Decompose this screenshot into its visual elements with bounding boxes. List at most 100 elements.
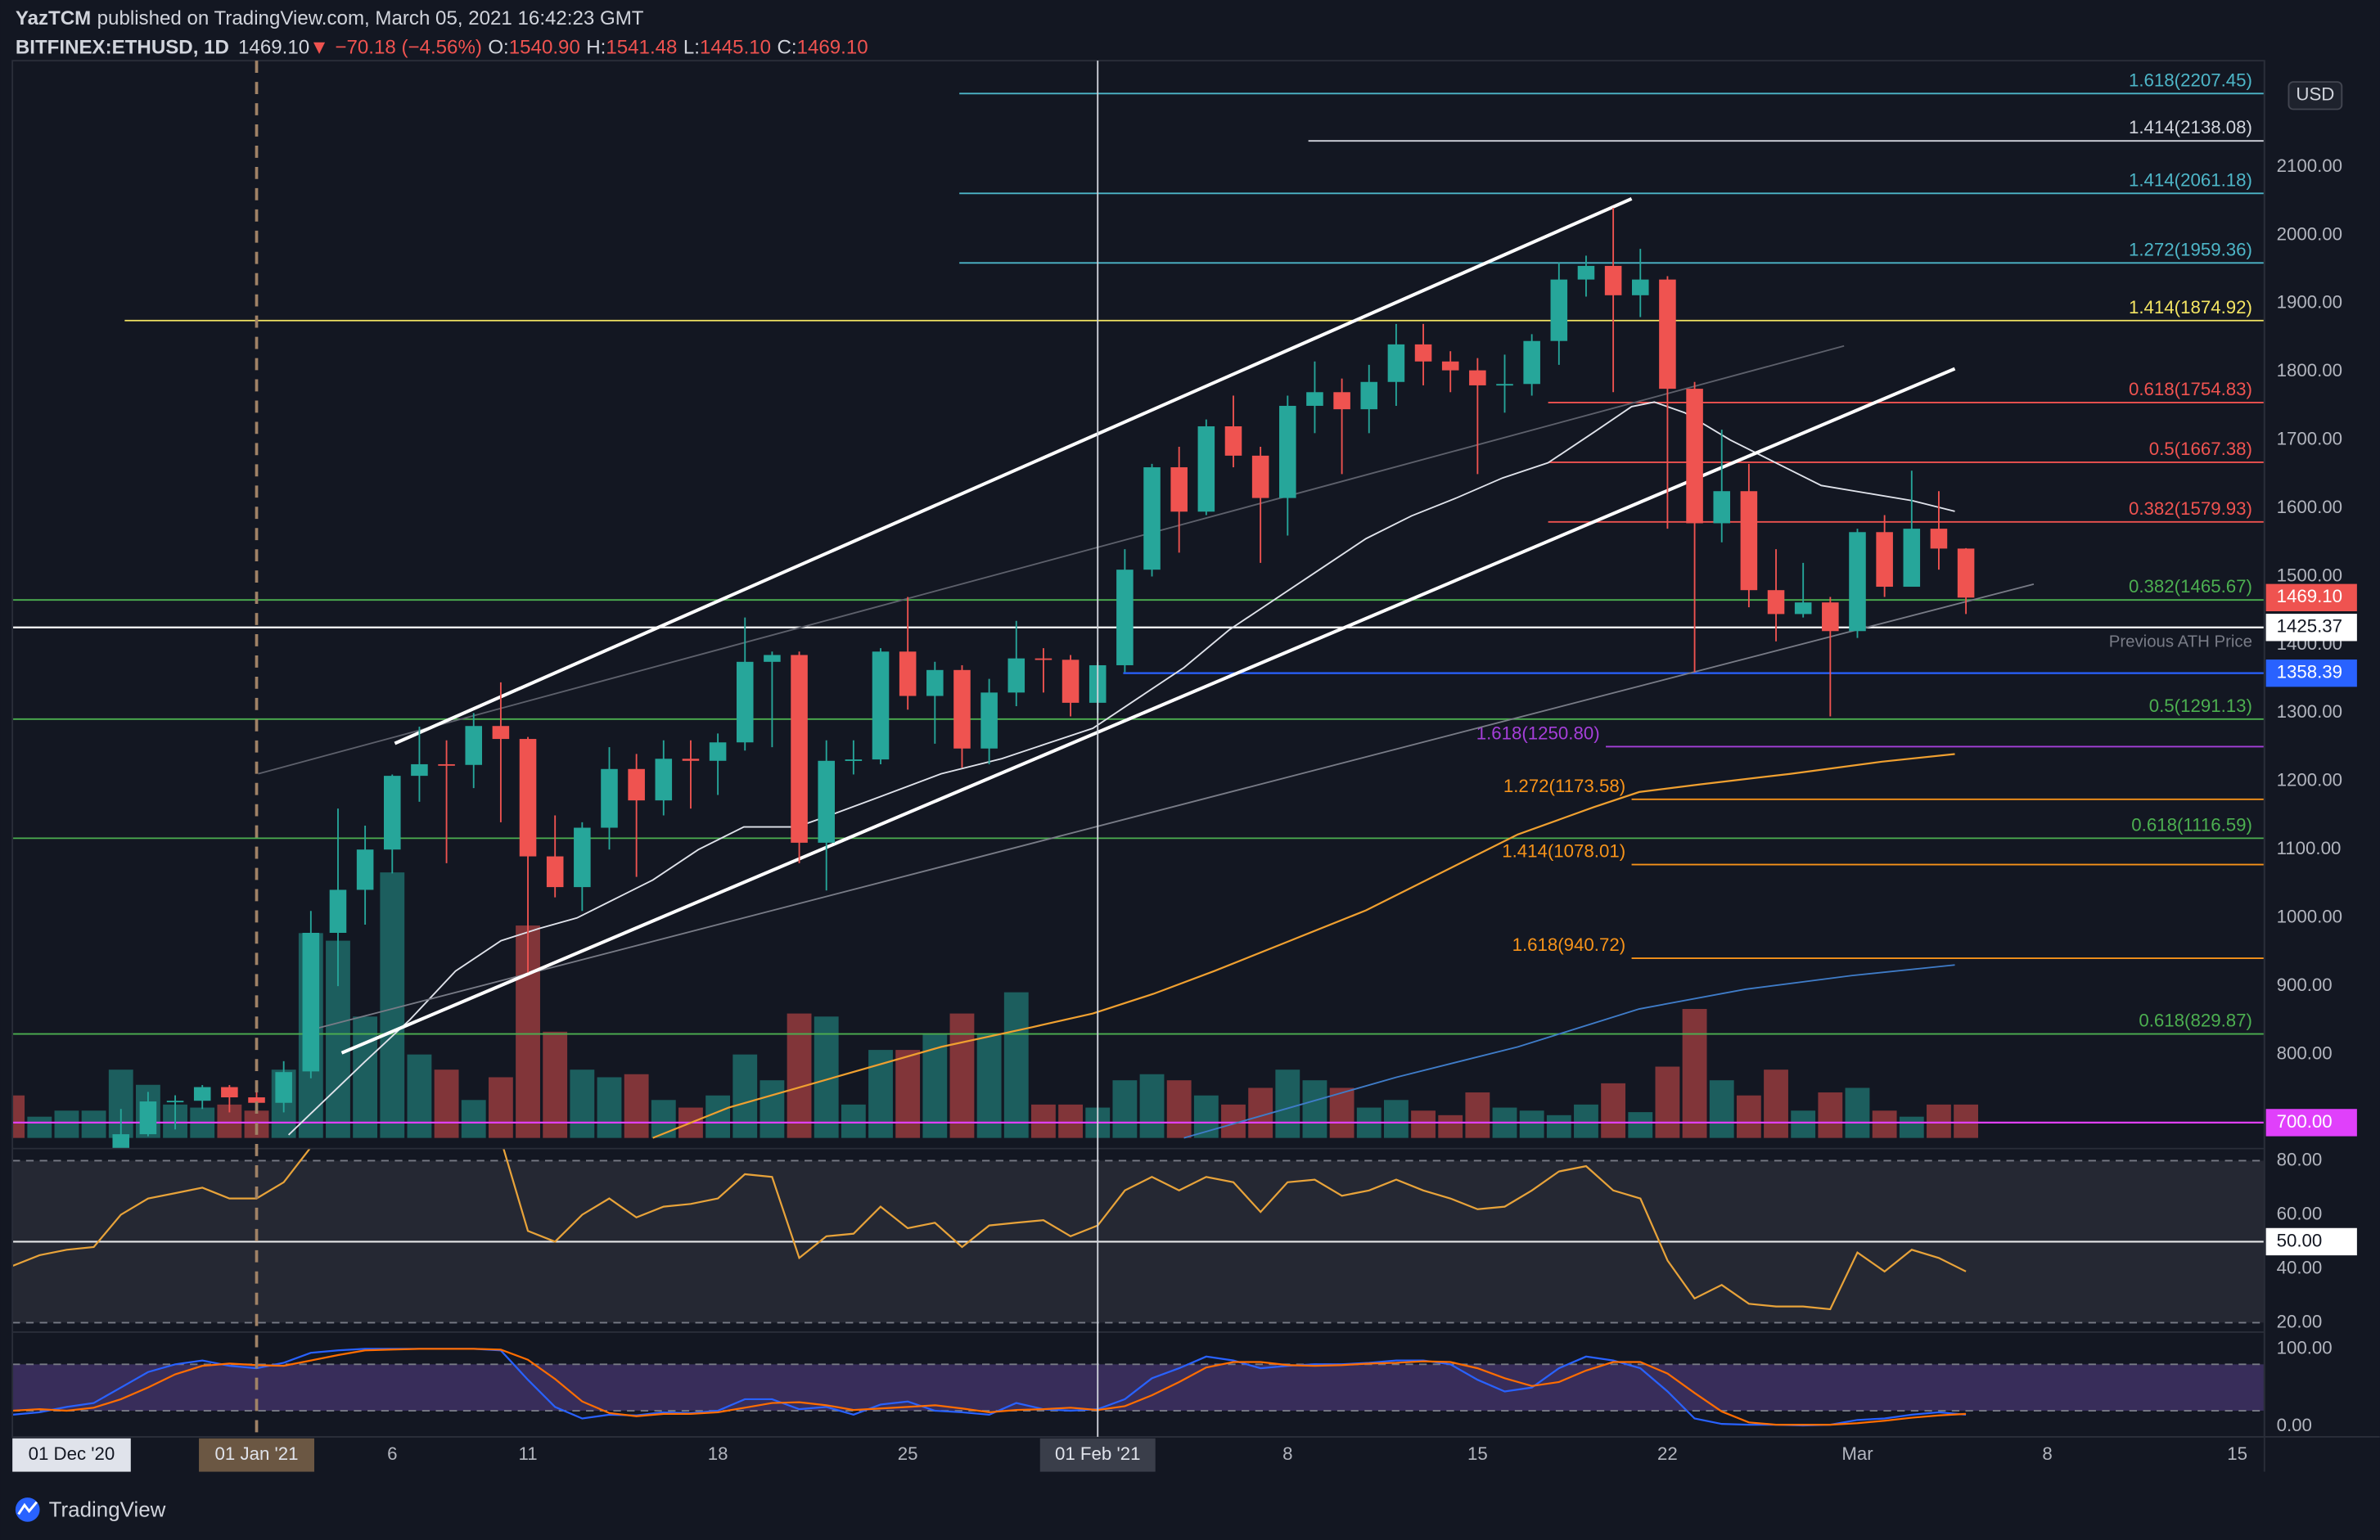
volume-bar bbox=[1519, 1110, 1544, 1138]
moving-average-20 bbox=[287, 401, 1955, 1136]
candle-body bbox=[1279, 405, 1296, 498]
candle-body bbox=[1957, 548, 1975, 598]
volume-bar bbox=[488, 1077, 513, 1138]
fib-label: 1.618(940.72) bbox=[1512, 934, 1626, 955]
y-tick-label: 1600.00 bbox=[2277, 497, 2342, 517]
axis-label: 1469.10 bbox=[2277, 586, 2342, 606]
volume-bar bbox=[1112, 1080, 1138, 1138]
candle-body bbox=[1767, 590, 1785, 615]
candle-body bbox=[1686, 389, 1703, 524]
volume-bar bbox=[787, 1013, 812, 1138]
indicator-line bbox=[12, 1348, 1967, 1426]
volume-bar bbox=[461, 1100, 486, 1138]
axis-label-box bbox=[2265, 614, 2357, 642]
y-tick-label: 60.00 bbox=[2277, 1203, 2323, 1223]
ohlc-label: C: bbox=[777, 37, 796, 59]
range-start-label: 01 Dec '20 bbox=[29, 1443, 115, 1464]
candle-body bbox=[791, 655, 808, 843]
x-tick-label: 6 bbox=[387, 1443, 397, 1464]
candle-body bbox=[112, 1134, 130, 1149]
candle-body bbox=[411, 763, 428, 777]
candle-body bbox=[628, 768, 645, 801]
candle-body bbox=[1062, 660, 1080, 703]
channel-lower bbox=[340, 367, 1956, 1055]
ohlc-value: 1540.90 bbox=[509, 37, 580, 59]
time-label-box bbox=[199, 1438, 314, 1472]
fib-label: 0.618(829.87) bbox=[2139, 1011, 2252, 1031]
x-tick-label: 8 bbox=[2042, 1443, 2052, 1464]
candle-body bbox=[655, 759, 673, 801]
volume-bar bbox=[353, 1016, 378, 1138]
axis-label-box bbox=[2265, 1227, 2357, 1256]
volume-bar bbox=[407, 1054, 432, 1138]
drawings bbox=[258, 197, 2035, 1139]
volume-bar bbox=[949, 1013, 975, 1138]
volume-bar bbox=[1764, 1069, 1788, 1138]
volume-bar bbox=[1818, 1092, 1843, 1138]
moving-average-200 bbox=[1183, 964, 1955, 1139]
fib-label: 1.272(1959.36) bbox=[2129, 239, 2252, 259]
x-tick-label: 15 bbox=[2227, 1443, 2247, 1464]
symbol: BITFINEX:ETHUSD, 1D bbox=[16, 37, 229, 59]
candle-body bbox=[302, 932, 320, 1072]
fib-label: 0.382(1465.67) bbox=[2129, 576, 2252, 597]
currency-box bbox=[2288, 81, 2343, 110]
volume-bar bbox=[597, 1077, 622, 1138]
volume-bar bbox=[1872, 1110, 1897, 1138]
candle-body bbox=[1143, 467, 1161, 570]
candle-body bbox=[872, 651, 890, 760]
logo-icon bbox=[17, 1501, 38, 1515]
candle-body bbox=[1930, 529, 1948, 549]
candle-body bbox=[980, 692, 998, 749]
rsi bbox=[12, 1148, 1967, 1311]
candle-body bbox=[1604, 265, 1622, 295]
candle-body bbox=[1903, 529, 1921, 588]
ohlc-value: 1541.48 bbox=[606, 37, 677, 59]
ohlc-label: H: bbox=[586, 37, 606, 59]
candle-body bbox=[1007, 658, 1025, 693]
y-tick-label: 80.00 bbox=[2277, 1149, 2323, 1169]
x-tick-label: 25 bbox=[898, 1443, 918, 1464]
volume-bar bbox=[732, 1054, 758, 1138]
candle-body bbox=[1822, 602, 1839, 632]
ohlc-label: O: bbox=[488, 37, 508, 59]
fib-label: 1.618(1250.80) bbox=[1476, 723, 1600, 743]
volume-bar bbox=[1791, 1110, 1816, 1138]
direction: ▼ bbox=[309, 37, 329, 59]
candle-body bbox=[818, 760, 835, 843]
y-tick-label: 1100.00 bbox=[2277, 838, 2342, 858]
y-tick-label: 1900.00 bbox=[2277, 292, 2342, 313]
axis-label: 50.00 bbox=[2277, 1230, 2323, 1250]
candle-body bbox=[1170, 467, 1188, 512]
volume-bar bbox=[1302, 1080, 1327, 1138]
fib-label: 1.618(2207.45) bbox=[2129, 70, 2252, 90]
volume-bar bbox=[1166, 1080, 1192, 1138]
fib-label: 0.618(1116.59) bbox=[2131, 814, 2252, 835]
candle-body bbox=[736, 661, 754, 743]
candle-body bbox=[764, 655, 781, 662]
volume-bar bbox=[27, 1116, 52, 1138]
x-tick-label: 15 bbox=[1467, 1443, 1488, 1464]
volume-bar bbox=[976, 1034, 1002, 1138]
header-line: YazTCM published on TradingView.com, Marc… bbox=[16, 7, 644, 29]
volume-bar bbox=[895, 1050, 921, 1138]
candle-body bbox=[193, 1087, 211, 1101]
candle-body bbox=[574, 827, 591, 888]
volume-bar bbox=[1736, 1095, 1761, 1138]
time-label-box bbox=[1039, 1438, 1156, 1472]
y-tick-label: 40.00 bbox=[2277, 1257, 2323, 1277]
candle-body bbox=[1713, 491, 1731, 524]
volume-bar bbox=[705, 1095, 731, 1138]
candle-body bbox=[1659, 279, 1676, 390]
volume-bar bbox=[1248, 1087, 1273, 1138]
candle-body bbox=[519, 739, 537, 857]
volume-bar bbox=[12, 1095, 25, 1138]
candle-body bbox=[1306, 392, 1323, 406]
last-price: 1469.10 bbox=[238, 37, 309, 59]
x-tick-label: 01 Jan '21 bbox=[215, 1443, 299, 1464]
band bbox=[12, 1160, 2265, 1323]
volume-bar bbox=[760, 1080, 785, 1138]
x-tick-label: Mar bbox=[1841, 1443, 1873, 1464]
candle-body bbox=[1523, 340, 1540, 385]
volume-bar bbox=[651, 1100, 676, 1138]
